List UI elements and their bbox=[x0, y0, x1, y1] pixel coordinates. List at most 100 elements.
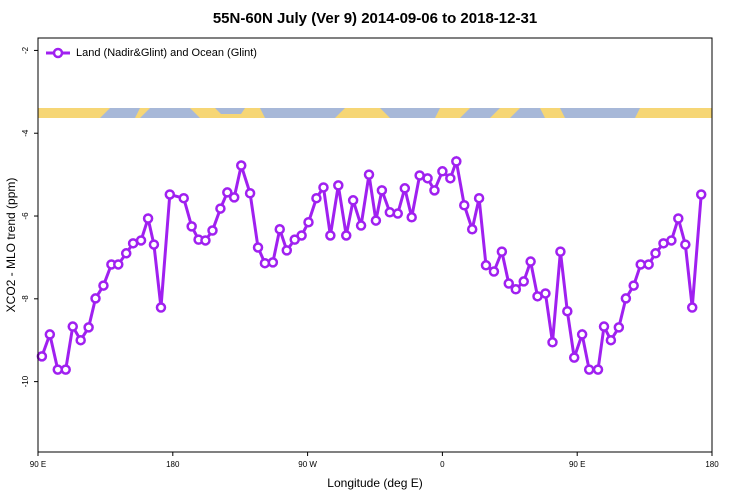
data-point bbox=[36, 351, 48, 362]
data-point bbox=[244, 188, 256, 199]
map-ocean bbox=[100, 108, 640, 118]
data-point bbox=[120, 248, 132, 259]
x-tick-label: 180 bbox=[166, 460, 180, 469]
legend: Land (Nadir&Glint) and Ocean (Glint) bbox=[46, 47, 257, 59]
data-point bbox=[568, 352, 580, 363]
data-point bbox=[90, 293, 101, 304]
data-point bbox=[547, 337, 558, 348]
data-point bbox=[207, 225, 218, 236]
x-tick-label: 90 E bbox=[30, 460, 46, 469]
data-point bbox=[592, 364, 604, 375]
data-point bbox=[437, 166, 448, 177]
data-point bbox=[680, 239, 691, 250]
data-point bbox=[562, 305, 573, 317]
data-point bbox=[60, 364, 71, 375]
data-point bbox=[311, 192, 322, 204]
y-tick-label: -10 bbox=[21, 375, 30, 387]
x-tick-label: 180 bbox=[705, 460, 719, 469]
data-point bbox=[384, 207, 396, 218]
plot-area bbox=[36, 155, 707, 375]
y-tick-label: -4 bbox=[21, 129, 30, 137]
data-point bbox=[318, 182, 329, 193]
data-point bbox=[451, 156, 462, 167]
data-point bbox=[215, 203, 226, 214]
data-point bbox=[363, 169, 375, 180]
data-point bbox=[200, 235, 211, 246]
data-point bbox=[186, 221, 197, 232]
data-point bbox=[613, 322, 625, 333]
data-point bbox=[422, 173, 433, 184]
data-point bbox=[164, 189, 176, 200]
data-point bbox=[392, 208, 404, 219]
data-point bbox=[605, 334, 617, 346]
data-point bbox=[274, 224, 285, 235]
data-point bbox=[540, 288, 551, 299]
data-point bbox=[142, 213, 154, 224]
data-point bbox=[347, 195, 359, 206]
data-point bbox=[376, 185, 388, 196]
data-point bbox=[466, 224, 478, 235]
data-point bbox=[480, 260, 492, 271]
data-point bbox=[445, 173, 456, 184]
x-axis-label: Longitude (deg E) bbox=[327, 476, 422, 490]
data-point bbox=[303, 216, 314, 228]
data-point bbox=[340, 230, 352, 241]
data-point bbox=[281, 245, 293, 256]
data-point bbox=[155, 302, 167, 313]
data-point bbox=[496, 246, 508, 257]
data-point bbox=[650, 248, 661, 259]
data-point bbox=[75, 334, 86, 346]
data-point bbox=[98, 280, 109, 291]
data-point bbox=[235, 160, 247, 171]
data-point bbox=[296, 230, 307, 241]
data-point bbox=[148, 239, 160, 250]
data-point bbox=[113, 259, 124, 270]
data-point bbox=[473, 192, 485, 204]
data-point bbox=[488, 266, 500, 277]
data-point bbox=[178, 192, 189, 204]
data-point bbox=[355, 220, 367, 231]
data-point bbox=[598, 321, 610, 332]
y-tick-label: -6 bbox=[21, 212, 30, 220]
legend-label: Land (Nadir&Glint) and Ocean (Glint) bbox=[76, 47, 257, 59]
map-land bbox=[38, 108, 712, 118]
x-tick-label: 90 W bbox=[298, 460, 317, 469]
data-point bbox=[518, 276, 529, 287]
data-point bbox=[67, 321, 78, 332]
data-point bbox=[576, 329, 588, 340]
data-point bbox=[406, 212, 417, 223]
data-point bbox=[83, 322, 94, 333]
data-point bbox=[503, 278, 515, 289]
data-point bbox=[459, 200, 470, 211]
chart-title: 55N-60N July (Ver 9) 2014-09-06 to 2018-… bbox=[213, 10, 537, 27]
data-point bbox=[399, 183, 411, 194]
data-point bbox=[620, 293, 632, 304]
data-point bbox=[267, 257, 279, 268]
data-point bbox=[429, 185, 440, 196]
x-tick-label: 90 E bbox=[569, 460, 585, 469]
data-point bbox=[228, 192, 240, 203]
data-point bbox=[525, 256, 536, 267]
data-point bbox=[510, 284, 522, 295]
data-point bbox=[252, 242, 264, 253]
data-point bbox=[370, 215, 382, 226]
data-point bbox=[628, 280, 639, 291]
data-point bbox=[135, 235, 147, 246]
data-point bbox=[44, 329, 56, 340]
x-tick-label: 0 bbox=[440, 460, 445, 469]
map-strip bbox=[38, 108, 712, 118]
plot-frame bbox=[37, 37, 713, 453]
data-point bbox=[666, 235, 677, 246]
data-point bbox=[695, 189, 707, 200]
data-point bbox=[583, 364, 595, 375]
data-point bbox=[643, 259, 654, 270]
data-point bbox=[673, 213, 684, 224]
data-point bbox=[333, 180, 344, 191]
y-axis-label: XCO2 - MLO trend (ppm) bbox=[4, 178, 18, 313]
data-point bbox=[686, 302, 698, 313]
y-tick-label: -8 bbox=[21, 295, 30, 303]
legend-marker bbox=[52, 47, 64, 59]
data-point bbox=[222, 187, 233, 198]
